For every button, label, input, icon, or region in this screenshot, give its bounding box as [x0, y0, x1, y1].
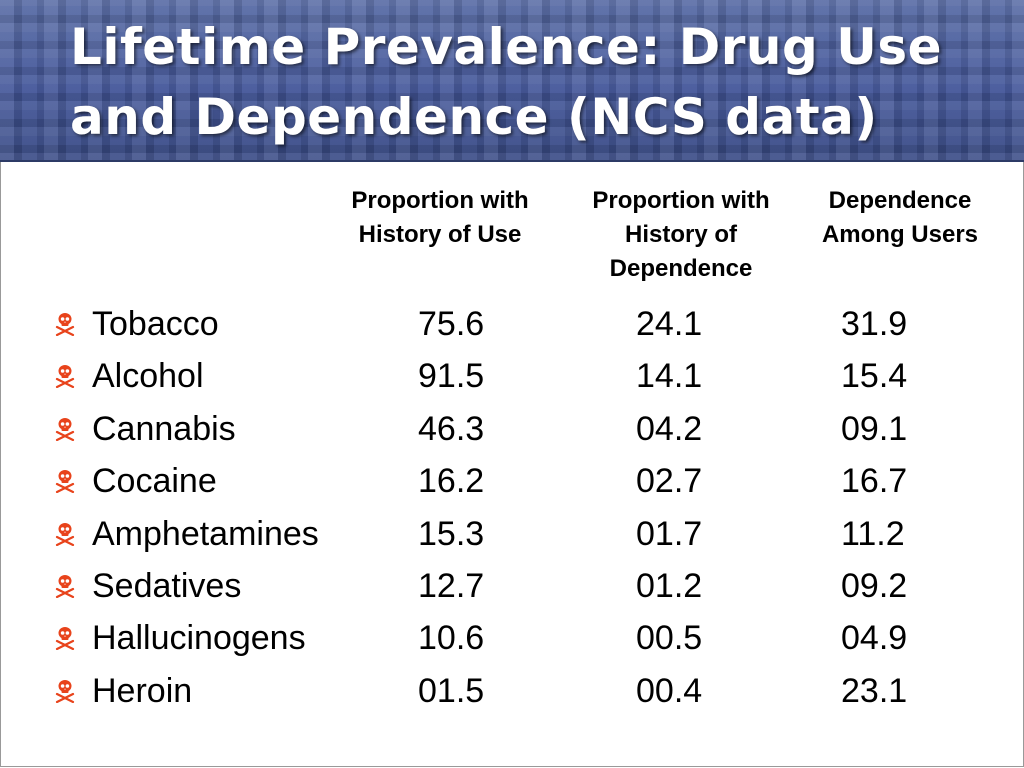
table-row: Alcohol 91.5 14.1 15.4 — [0, 350, 1024, 402]
history-of-dependence-value: 02.7 — [636, 462, 703, 500]
history-of-use-value: 15.3 — [418, 515, 485, 553]
column-header-dependence-among-users: Dependence Among Users — [797, 184, 1003, 252]
table-row: Cocaine 16.2 02.7 16.7 — [0, 455, 1024, 507]
column-header-line: Dependence — [828, 187, 972, 214]
column-header-line: Proportion with — [351, 187, 529, 214]
dependence-among-users-value: 09.1 — [841, 410, 908, 448]
history-of-dependence-value: 00.5 — [636, 619, 703, 657]
column-header-line: History of — [624, 221, 737, 248]
drug-name: Cannabis — [92, 410, 236, 448]
table-row: Hallucinogens 10.6 00.5 04.9 — [0, 612, 1024, 664]
slide-title: Lifetime Prevalence: Drug Use and Depend… — [70, 12, 1010, 152]
dependence-among-users-value: 15.4 — [841, 357, 908, 395]
dependence-among-users-value: 16.7 — [841, 462, 908, 500]
skull-crossbones-icon — [55, 365, 75, 388]
skull-crossbones-icon — [55, 418, 75, 441]
column-header-line: Dependence — [609, 255, 753, 282]
history-of-use-value: 10.6 — [418, 619, 485, 657]
column-header-history-of-use: Proportion with History of Use — [330, 184, 550, 252]
history-of-dependence-value: 04.2 — [636, 410, 703, 448]
history-of-dependence-value: 01.2 — [636, 567, 703, 605]
history-of-dependence-value: 01.7 — [636, 515, 703, 553]
column-header-line: Among Users — [821, 221, 979, 248]
table-row: Tobacco 75.6 24.1 31.9 — [0, 298, 1024, 350]
dependence-among-users-value: 04.9 — [841, 619, 908, 657]
drug-name: Sedatives — [92, 567, 242, 605]
skull-crossbones-icon — [55, 523, 75, 546]
dependence-among-users-value: 09.2 — [841, 567, 908, 605]
dependence-among-users-value: 11.2 — [841, 515, 905, 553]
drug-name: Tobacco — [92, 305, 219, 343]
table-row: Cannabis 46.3 04.2 09.1 — [0, 403, 1024, 455]
drug-name: Amphetamines — [92, 515, 319, 553]
banner-divider — [0, 160, 1024, 162]
history-of-dependence-value: 00.4 — [636, 672, 703, 710]
dependence-among-users-value: 23.1 — [841, 672, 908, 710]
dependence-among-users-value: 31.9 — [841, 305, 908, 343]
skull-crossbones-icon — [55, 575, 75, 598]
history-of-use-value: 01.5 — [418, 672, 485, 710]
drug-name: Hallucinogens — [92, 619, 306, 657]
skull-crossbones-icon — [55, 313, 75, 336]
skull-crossbones-icon — [55, 680, 75, 703]
history-of-use-value: 46.3 — [418, 410, 485, 448]
table-row: Amphetamines 15.3 01.7 11.2 — [0, 508, 1024, 560]
drug-name: Heroin — [92, 672, 193, 710]
history-of-use-value: 12.7 — [418, 567, 485, 605]
history-of-use-value: 91.5 — [418, 357, 485, 395]
title-banner: Lifetime Prevalence: Drug Use and Depend… — [0, 0, 1024, 162]
drug-name: Alcohol — [92, 357, 204, 395]
column-header-line: Proportion with — [592, 187, 770, 214]
history-of-use-value: 16.2 — [418, 462, 485, 500]
history-of-dependence-value: 24.1 — [636, 305, 703, 343]
column-header-line: History of Use — [358, 221, 522, 248]
slide-title-line-1: Lifetime Prevalence: Drug Use — [70, 18, 942, 76]
column-header-history-of-dependence: Proportion with History of Dependence — [571, 184, 791, 286]
slide-title-line-2: and Dependence (NCS data) — [70, 88, 878, 146]
history-of-use-value: 75.6 — [418, 305, 485, 343]
table-row: Sedatives 12.7 01.2 09.2 — [0, 560, 1024, 612]
skull-crossbones-icon — [55, 627, 75, 650]
skull-crossbones-icon — [55, 470, 75, 493]
history-of-dependence-value: 14.1 — [636, 357, 703, 395]
table-row: Heroin 01.5 00.4 23.1 — [0, 665, 1024, 717]
drug-name: Cocaine — [92, 462, 217, 500]
